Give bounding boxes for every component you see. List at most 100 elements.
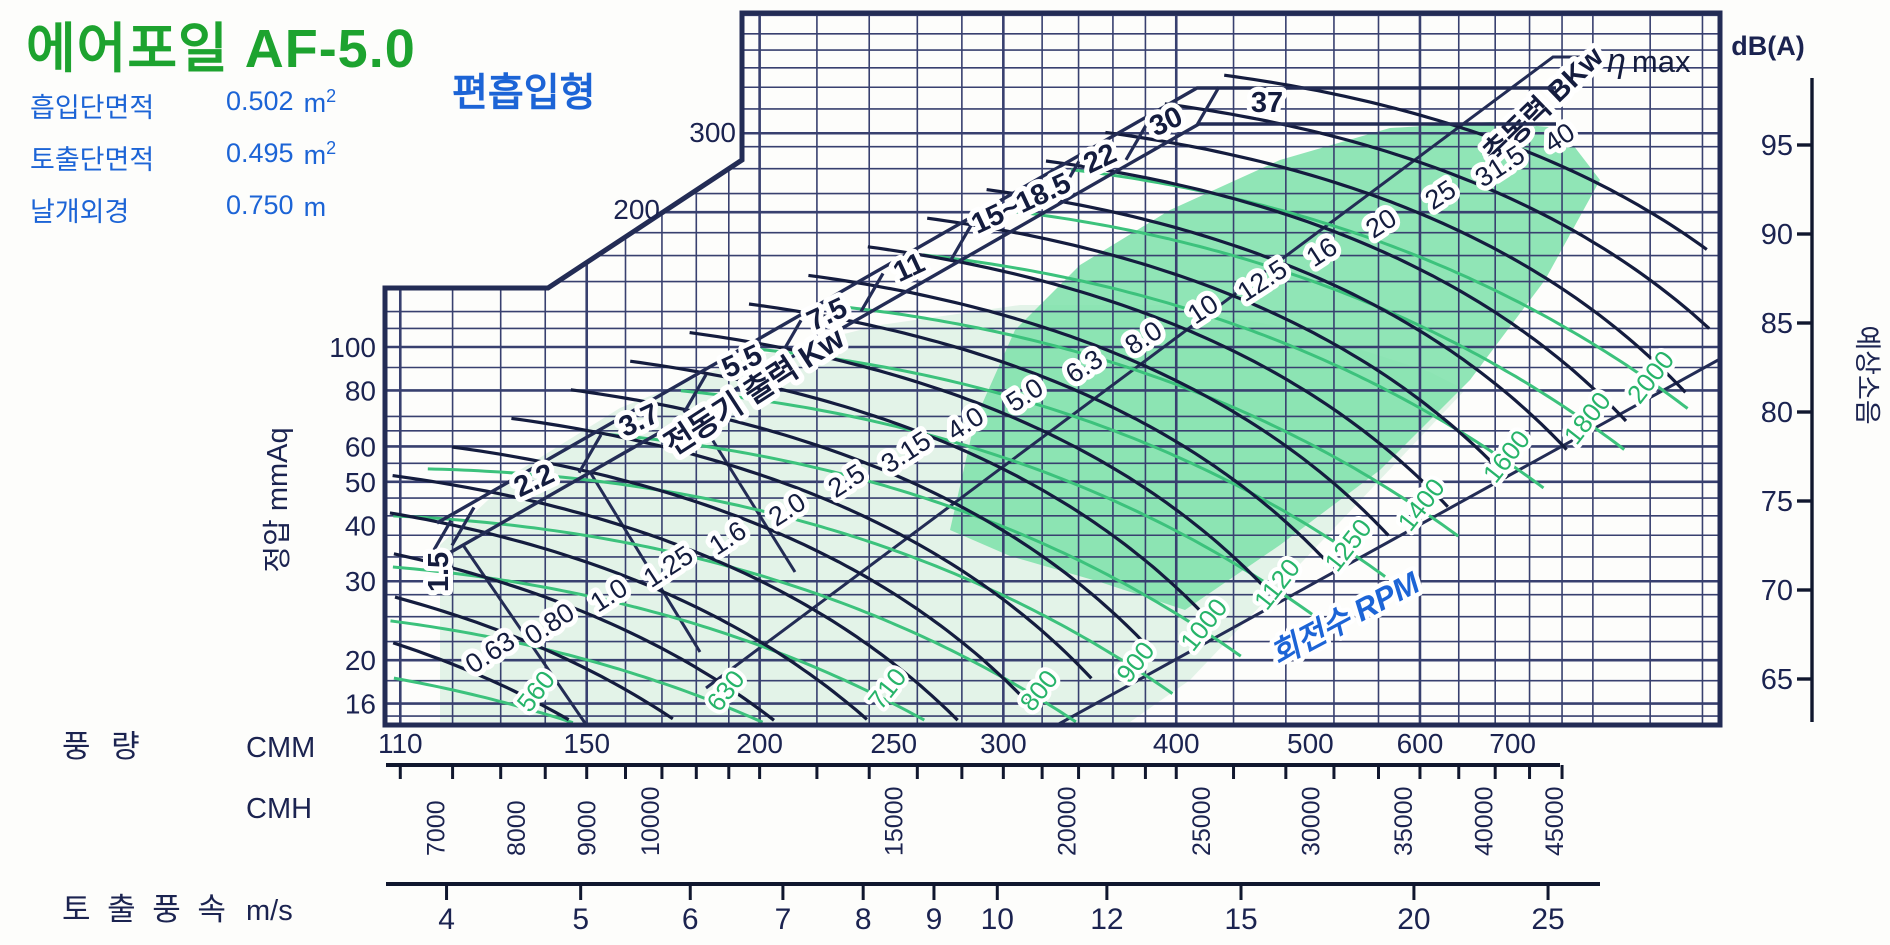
pressure-tick-label: 300 <box>689 117 736 148</box>
shaft-power-curve-8.0 <box>808 273 1390 537</box>
shaft-power-curve-4.0 <box>629 359 1212 623</box>
ms-tick-label: 15 <box>1224 903 1257 936</box>
shaft-power-curve-40 <box>1223 73 1708 251</box>
db-axis-title: dB(A) <box>1731 31 1804 61</box>
log-grid <box>385 13 1720 725</box>
cmm-tick-label: 500 <box>1287 728 1334 759</box>
cmh-tick-label: 20000 <box>1054 786 1082 856</box>
motor-band-tick <box>682 373 708 414</box>
pressure-tick-label: 50 <box>345 467 376 498</box>
motor-band-tick <box>777 319 803 360</box>
rpm-curve-560 <box>393 676 574 725</box>
rpm-curve-1250 <box>753 347 1386 578</box>
ms-tick-label: 12 <box>1090 903 1123 936</box>
cmh-tick-label: 45000 <box>1541 786 1569 856</box>
shaft-power-curve-12.5 <box>926 216 1509 480</box>
flow-axis-group-title: 풍 량 <box>62 729 146 764</box>
ms-tick-label: 7 <box>775 903 792 936</box>
pressure-tick-label: 200 <box>613 194 660 225</box>
motor-boundary-extension <box>588 471 702 653</box>
ms-tick-label: 9 <box>926 903 943 936</box>
motor-boundary-extension <box>693 411 797 573</box>
cmh-tick-label: 8000 <box>503 800 531 856</box>
spec-unit: m2 <box>303 138 337 170</box>
db-tick-label: 90 <box>1761 219 1793 251</box>
pressure-tick-label: 100 <box>329 332 376 363</box>
ms-axis-title: m/s <box>246 895 293 927</box>
rpm-curve-1120 <box>680 389 1315 617</box>
cmm-tick-label: 700 <box>1489 728 1536 759</box>
cmm-tick-label: 250 <box>870 728 917 759</box>
cmh-axis-title: CMH <box>246 793 312 825</box>
ms-tick-label: 8 <box>855 903 872 936</box>
fan-type-label: 편흡입형 <box>452 72 596 115</box>
spec-row-impeller-diameter: 날개외경 0.750 m <box>30 190 336 229</box>
cmm-axis-title: CMM <box>246 732 315 764</box>
spec-value: 0.495 <box>226 138 294 168</box>
motor-band-tick <box>577 433 603 474</box>
spec-label: 토출단면적 <box>30 145 155 175</box>
pressure-tick-label: 80 <box>345 375 376 406</box>
chart-plot-area <box>385 13 1720 725</box>
rpm-curve-1400 <box>828 303 1460 538</box>
page-header: 에어포일 AF-5.0 <box>26 4 416 83</box>
shaft-power-curve-6.3 <box>748 302 1331 566</box>
lower-operating-boundary <box>1056 357 1720 725</box>
db-tick-label: 65 <box>1761 664 1793 696</box>
motor-band-tick <box>1055 160 1081 201</box>
ms-tick-label: 10 <box>981 903 1014 936</box>
ms-tick-label: 4 <box>438 903 455 936</box>
spec-row-outlet-area: 토출단면적 0.495 m2 <box>30 138 336 177</box>
pressure-axis: 16 20 30 40 50 60 80 100 200 300 정압 mmAq <box>262 117 736 719</box>
cmm-tick-label: 200 <box>736 728 783 759</box>
cmm-tick-label: 400 <box>1153 728 1200 759</box>
cmh-tick-label: 15000 <box>881 786 909 856</box>
db-tick-label: 75 <box>1761 486 1793 518</box>
motor-band-tick <box>427 519 453 560</box>
spec-label: 날개외경 <box>30 197 130 227</box>
eta-max-label: η max <box>1607 42 1691 80</box>
spec-value: 0.750 <box>226 190 294 220</box>
cmm-tick-label: 300 <box>980 728 1027 759</box>
motor-band-tick <box>1124 121 1150 161</box>
motor-band-tick <box>450 506 476 547</box>
eta-max-line <box>705 55 1600 690</box>
cmh-tick-label: 10000 <box>637 786 665 856</box>
motor-boundary-extension <box>461 544 587 724</box>
cmm-tick-label: 600 <box>1397 728 1444 759</box>
motor-band-upper-line <box>436 86 1556 525</box>
spec-unit: m <box>303 192 327 222</box>
pressure-tick-label: 16 <box>345 689 376 720</box>
motor-band-tick <box>949 221 975 261</box>
shaft-power-curve-0.80 <box>394 595 674 721</box>
shaft-power-curve-20 <box>1045 159 1628 423</box>
shaft-power-curve-2.0 <box>451 445 1034 709</box>
pressure-tick-label: 30 <box>345 566 376 597</box>
shaft-power-curve-16 <box>986 188 1568 451</box>
ms-tick-label: 5 <box>572 903 589 936</box>
shaft-power-curve-1.6 <box>392 474 959 722</box>
shaft-power-curves <box>389 73 1711 722</box>
spec-list: 흡입단면적 0.502 m2 토출단면적 0.495 m2 날개외경 0.750… <box>30 86 336 242</box>
motor-band-tick <box>859 272 885 313</box>
spec-label: 흡입단면적 <box>30 93 155 123</box>
cmh-tick-label: 9000 <box>574 800 602 856</box>
rpm-curve-800 <box>393 514 1077 724</box>
cmh-tick-label: 40000 <box>1470 786 1498 856</box>
ms-tick-label: 25 <box>1531 903 1564 936</box>
db-tick-label: 70 <box>1761 575 1793 607</box>
noise-axis-label: 예상소음 <box>1852 325 1882 424</box>
spec-value: 0.502 <box>226 86 294 116</box>
shaft-power-curve-5.0 <box>689 331 1271 594</box>
spec-row-inlet-area: 흡입단면적 0.502 m2 <box>30 86 336 125</box>
noise-axis: 65 70 75 80 85 90 95 dB(A) 예상소음 <box>1731 31 1882 722</box>
rpm-curve-900 <box>427 467 1174 695</box>
pressure-axis-title: 정압 mmAq <box>262 427 294 572</box>
ms-tick-label: 6 <box>682 903 699 936</box>
shaft-power-curve-1.0 <box>393 552 775 722</box>
rpm-curve-label: 1800 <box>1558 386 1617 450</box>
cmh-tick-label: 25000 <box>1188 786 1216 856</box>
flow-axis: 110 150 200 250 300 400 500 600 700 7000 8000 9000 1… <box>62 728 1569 856</box>
